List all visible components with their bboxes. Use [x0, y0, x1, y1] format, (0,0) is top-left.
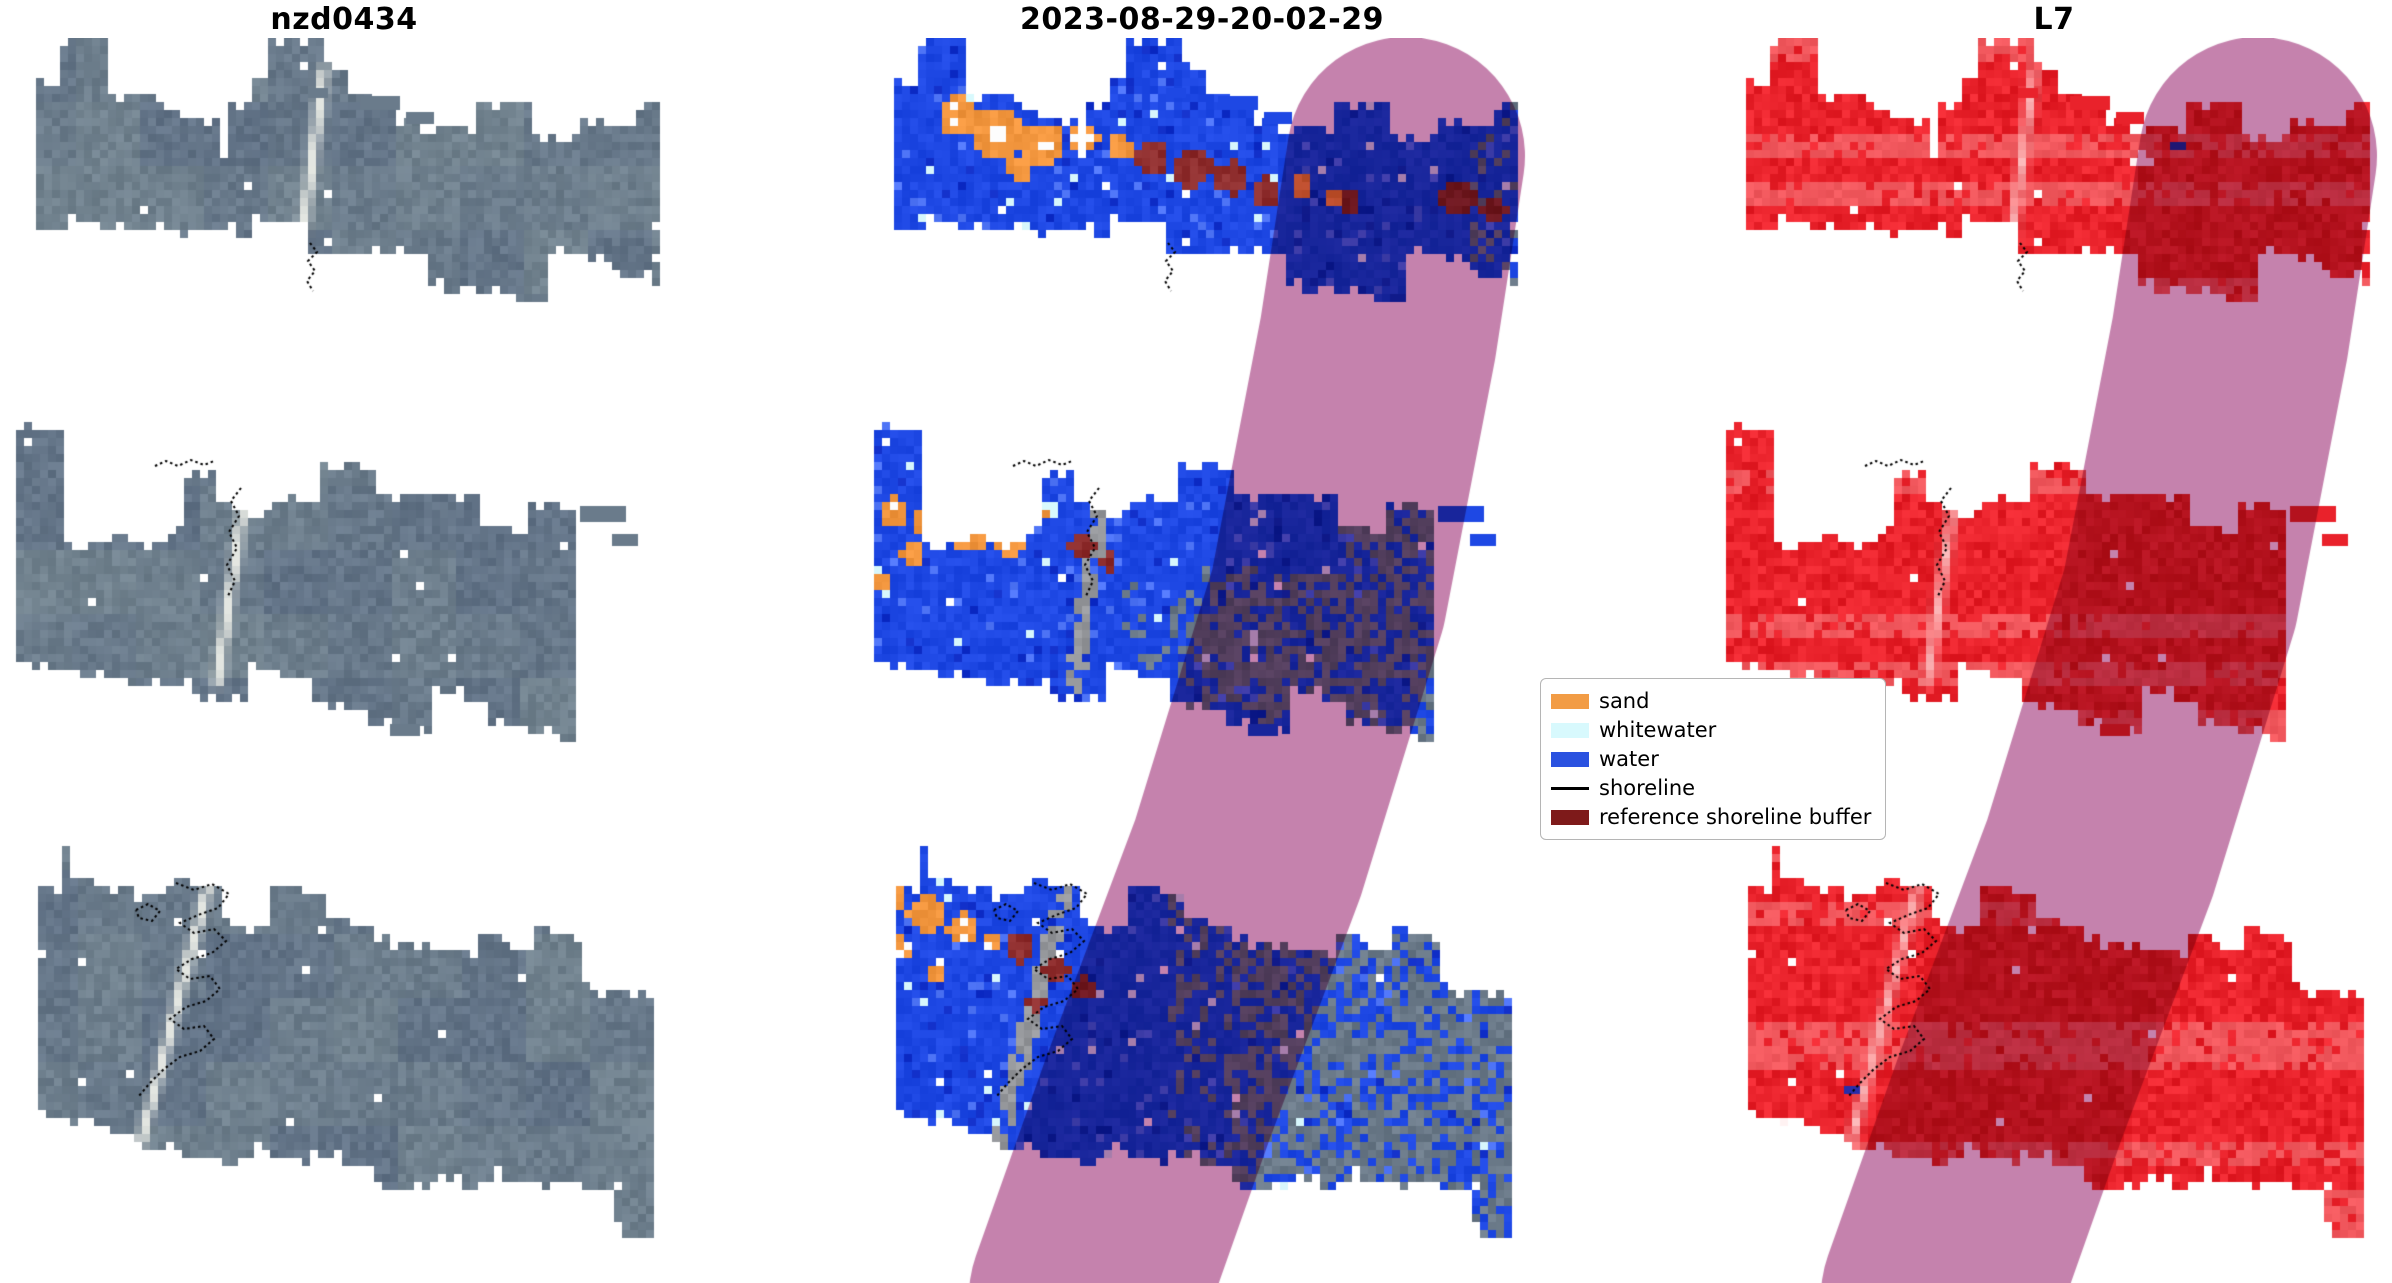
- panel-title-site-id: nzd0434: [270, 1, 418, 37]
- legend-item-whitewater: whitewater: [1551, 717, 1871, 743]
- legend-label-whitewater: whitewater: [1599, 718, 1717, 742]
- legend-label-shoreline: shoreline: [1599, 776, 1696, 800]
- legend: sand whitewater water shoreline referenc…: [1540, 678, 1887, 840]
- panel-l7: L7: [1718, 0, 2390, 1283]
- panel-title-sensor: L7: [2033, 1, 2075, 37]
- reference-buffer-swatch: [1551, 809, 1589, 825]
- water-swatch: [1551, 751, 1589, 767]
- legend-item-sand: sand: [1551, 688, 1871, 714]
- l7-image: [1718, 38, 2390, 1283]
- panel-title-date: 2023-08-29-20-02-29: [1020, 1, 1384, 37]
- sand-swatch: [1551, 693, 1589, 709]
- panel-classification: 2023-08-29-20-02-29: [866, 0, 1538, 1283]
- whitewater-swatch: [1551, 722, 1589, 738]
- classification-image: [866, 38, 1538, 1283]
- legend-label-sand: sand: [1599, 689, 1650, 713]
- legend-item-reference-buffer: reference shoreline buffer: [1551, 804, 1871, 830]
- legend-item-water: water: [1551, 746, 1871, 772]
- panel-rgb: nzd0434: [8, 0, 680, 1283]
- legend-item-shoreline: shoreline: [1551, 775, 1871, 801]
- legend-label-reference-buffer: reference shoreline buffer: [1599, 805, 1872, 829]
- shoreline-line-swatch: [1551, 786, 1589, 790]
- rgb-satellite-image: [8, 38, 680, 1283]
- legend-label-water: water: [1599, 747, 1659, 771]
